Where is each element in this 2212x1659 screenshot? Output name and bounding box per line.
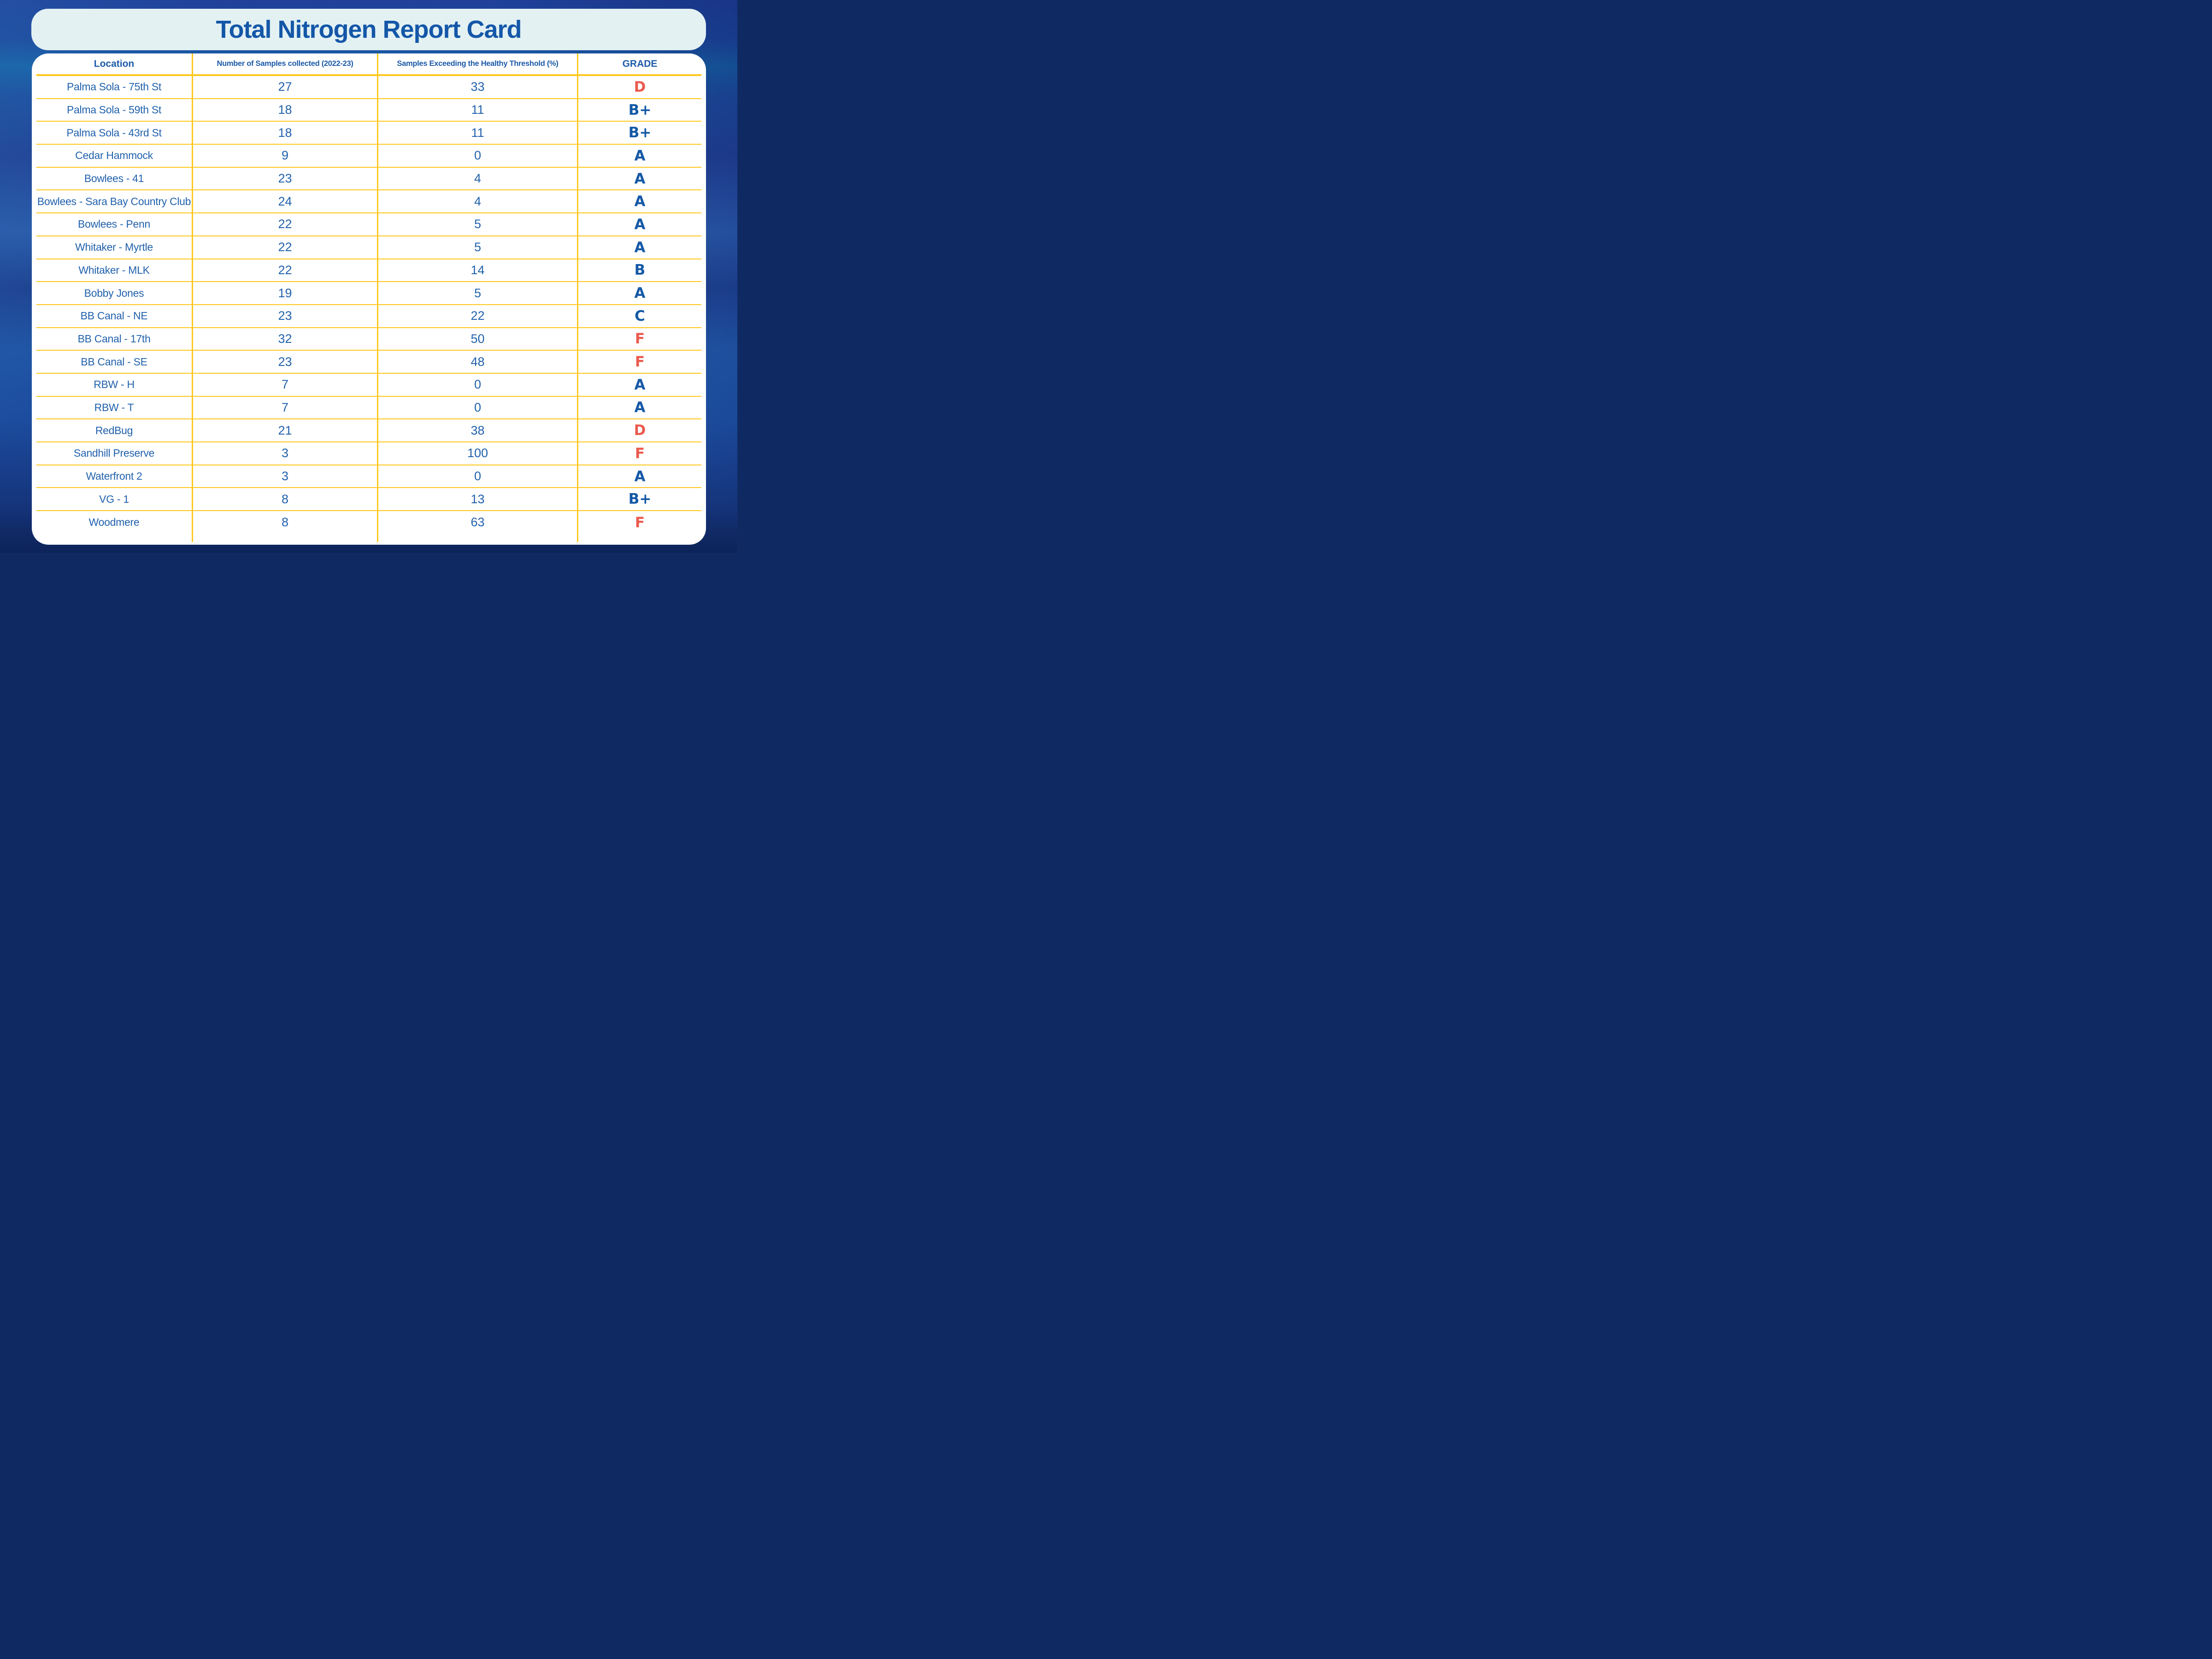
grade-cell: A — [578, 168, 701, 191]
grade-cell: C — [578, 305, 701, 328]
exceeding-cell: 14 — [378, 259, 578, 282]
grade-cell: A — [578, 374, 701, 397]
grade-cell: A — [578, 190, 701, 214]
grade-cell: B+ — [578, 488, 701, 512]
location-cell: VG - 1 — [36, 488, 193, 512]
exceeding-cell: 22 — [378, 305, 578, 328]
location-cell: Woodmere — [36, 511, 193, 534]
samples-cell: 7 — [193, 396, 378, 420]
samples-cell: 22 — [193, 213, 378, 236]
table-header-row: Location Number of Samples collected (20… — [36, 53, 701, 76]
table-body: Palma Sola - 75th St 27 33 D Palma Sola - 59… — [36, 76, 701, 534]
samples-cell: 21 — [193, 419, 378, 442]
samples-cell: 8 — [193, 511, 378, 534]
grade-cell: A — [578, 282, 701, 305]
report-card-page: Total Nitrogen Report Card Location Numb… — [0, 0, 737, 553]
samples-cell: 3 — [193, 442, 378, 465]
location-cell: RBW - T — [36, 396, 193, 420]
location-cell: Cedar Hammock — [36, 145, 193, 168]
spacer-cell — [193, 534, 378, 542]
title-banner: Total Nitrogen Report Card — [31, 9, 706, 50]
exceeding-cell: 48 — [378, 351, 578, 374]
location-cell: Whitaker - MLK — [36, 259, 193, 282]
header-samples: Number of Samples collected (2022-23) — [193, 53, 378, 76]
exceeding-cell: 5 — [378, 213, 578, 236]
grade-cell: A — [578, 236, 701, 259]
grade-cell: F — [578, 351, 701, 374]
location-cell: Palma Sola - 43rd St — [36, 122, 193, 145]
samples-cell: 3 — [193, 465, 378, 488]
exceeding-cell: 4 — [378, 167, 578, 191]
samples-cell: 19 — [193, 282, 378, 305]
location-cell: Whitaker - Myrtle — [36, 236, 193, 259]
grade-cell: A — [578, 465, 701, 488]
exceeding-cell: 0 — [378, 396, 578, 420]
exceeding-cell: 0 — [378, 465, 578, 488]
exceeding-cell: 33 — [378, 76, 578, 99]
samples-cell: 18 — [193, 122, 378, 145]
samples-cell: 9 — [193, 145, 378, 168]
exceeding-cell: 38 — [378, 419, 578, 442]
location-cell: Sandhill Preserve — [36, 442, 193, 465]
grade-cell: A — [578, 213, 701, 236]
spacer-cell — [578, 534, 701, 542]
grade-cell: B — [578, 259, 701, 282]
grade-cell: A — [578, 145, 701, 168]
header-grade: GRADE — [578, 53, 701, 76]
page-title: Total Nitrogen Report Card — [216, 16, 522, 43]
samples-cell: 23 — [193, 305, 378, 328]
samples-cell: 22 — [193, 259, 378, 282]
samples-cell: 32 — [193, 328, 378, 351]
exceeding-cell: 50 — [378, 328, 578, 351]
samples-cell: 7 — [193, 373, 378, 397]
location-cell: Palma Sola - 75th St — [36, 76, 193, 99]
exceeding-cell: 0 — [378, 145, 578, 168]
exceeding-cell: 11 — [378, 99, 578, 122]
location-cell: BB Canal - 17th — [36, 328, 193, 351]
header-location: Location — [36, 53, 193, 76]
location-cell: Bowlees - 41 — [36, 167, 193, 191]
grade-cell: D — [578, 76, 701, 99]
location-cell: Bowlees - Penn — [36, 213, 193, 236]
table-footer-spacer — [36, 534, 701, 542]
samples-cell: 22 — [193, 236, 378, 259]
spacer-cell — [36, 534, 193, 542]
grade-cell: F — [635, 514, 645, 531]
samples-cell: 27 — [193, 76, 378, 99]
grade-cell: B+ — [578, 122, 701, 145]
exceeding-cell: 0 — [378, 373, 578, 397]
samples-cell: 23 — [193, 351, 378, 374]
grade-cell: D — [578, 419, 701, 442]
grade-cell: A — [578, 397, 701, 420]
location-cell: Bobby Jones — [36, 282, 193, 305]
samples-cell: 24 — [193, 190, 378, 214]
exceeding-cell: 4 — [378, 190, 578, 214]
samples-cell: 23 — [193, 167, 378, 191]
header-exceeding: Samples Exceeding the Healthy Threshold … — [378, 53, 578, 76]
samples-cell: 8 — [193, 488, 378, 512]
exceeding-cell: 5 — [378, 282, 578, 305]
report-table-card: Location Number of Samples collected (20… — [32, 53, 706, 545]
grade-cell: F — [578, 442, 701, 465]
report-table: Location Number of Samples collected (20… — [36, 53, 701, 542]
exceeding-cell: 5 — [378, 236, 578, 259]
grade-cell: B+ — [578, 99, 701, 122]
location-cell: BB Canal - SE — [36, 351, 193, 374]
spacer-cell — [378, 534, 578, 542]
exceeding-cell: 13 — [378, 488, 578, 512]
location-cell: Palma Sola - 59th St — [36, 99, 193, 122]
samples-cell: 18 — [193, 99, 378, 122]
grade-cell: F — [578, 328, 701, 351]
location-cell: BB Canal - NE — [36, 305, 193, 328]
exceeding-cell: 63 — [378, 511, 578, 534]
exceeding-cell: 100 — [378, 442, 578, 465]
location-cell: RBW - H — [36, 373, 193, 397]
location-cell: RedBug — [36, 419, 193, 442]
location-cell: Waterfront 2 — [36, 465, 193, 488]
location-cell: Bowlees - Sara Bay Country Club — [36, 190, 193, 214]
exceeding-cell: 11 — [378, 122, 578, 145]
